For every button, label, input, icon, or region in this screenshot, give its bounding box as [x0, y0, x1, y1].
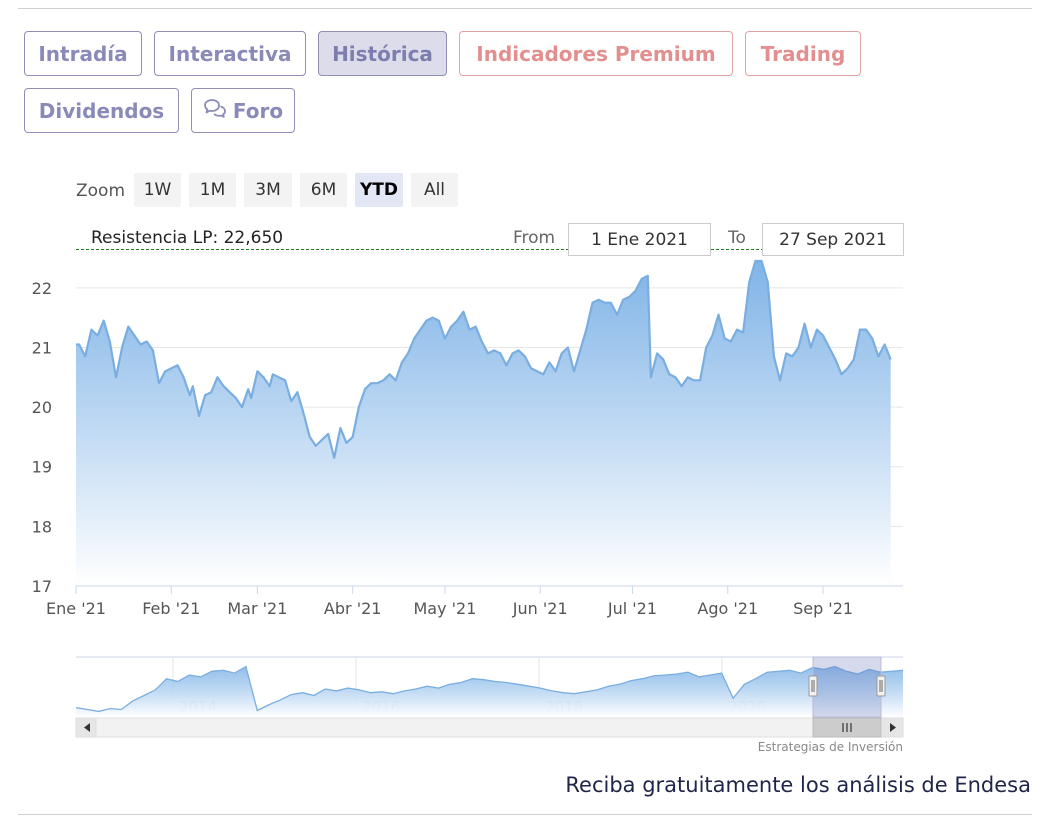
zoom-6m-button[interactable]: 6M — [300, 173, 347, 207]
x-tick-label: Ene '21 — [46, 599, 106, 618]
zoom-all-button[interactable]: All — [411, 173, 458, 207]
tab-trading[interactable]: Trading — [745, 31, 861, 76]
tab-dividendos[interactable]: Dividendos — [24, 88, 179, 133]
zoom-1w-button[interactable]: 1W — [134, 173, 181, 207]
navigator-area — [76, 666, 903, 717]
bottom-divider — [18, 814, 1032, 815]
tab-indicadores-premium[interactable]: Indicadores Premium — [459, 31, 733, 76]
zoom-ytd-button[interactable]: YTD — [355, 173, 403, 207]
chat-bubbles-icon — [203, 97, 227, 124]
range-from-label: From — [513, 228, 556, 248]
navigator-handle — [876, 675, 886, 697]
y-tick-label: 18 — [32, 517, 52, 536]
tab-label: Trading — [760, 41, 846, 66]
tab-interactiva[interactable]: Interactiva — [154, 31, 306, 76]
x-tick-label: Feb '21 — [142, 599, 200, 618]
resistance-label: Resistencia LP: 22,650 — [91, 228, 284, 248]
navigator[interactable]: 2014201620182020 — [75, 656, 904, 738]
resistance-line — [76, 249, 904, 251]
analysis-cta-text[interactable]: Reciba gratuitamente los análisis de End… — [565, 773, 1031, 797]
x-tick-label: Mar '21 — [227, 599, 287, 618]
zoom-3m-button[interactable]: 3M — [244, 173, 292, 207]
tab-foro[interactable]: Foro — [191, 88, 295, 133]
y-axis: 17 18 19 20 21 22 — [32, 279, 52, 596]
price-area-series — [76, 259, 892, 586]
price-area-fill — [76, 261, 891, 586]
tab-label: Intradía — [38, 41, 128, 66]
tab-label: Dividendos — [38, 98, 165, 123]
scroll-right-arrow-icon — [890, 723, 896, 732]
y-tick-label: 17 — [32, 577, 52, 596]
navigator-selection — [812, 656, 882, 718]
tab-historica[interactable]: Histórica — [318, 31, 447, 76]
range-from-input[interactable]: 1 Ene 2021 — [568, 223, 711, 256]
chart-credit[interactable]: Estrategias de Inversión — [757, 740, 903, 754]
range-to-input[interactable]: 27 Sep 2021 — [762, 223, 904, 256]
tab-label: Foro — [232, 98, 284, 123]
x-tick-label: Sep '21 — [793, 599, 853, 618]
navigator-handle — [808, 675, 818, 697]
y-tick-label: 21 — [32, 338, 52, 357]
tab-label: Interactiva — [168, 41, 292, 66]
zoom-label: Zoom — [76, 181, 126, 201]
top-divider — [18, 8, 1032, 9]
y-tick-label: 19 — [32, 458, 52, 477]
x-tick-label: Jun '21 — [512, 599, 568, 618]
zoom-1m-button[interactable]: 1M — [189, 173, 236, 207]
range-to-label: To — [728, 228, 746, 248]
scrollbar-track — [75, 717, 904, 738]
x-tick-label: Jul '21 — [607, 599, 657, 618]
x-tick-label: May '21 — [413, 599, 476, 618]
tab-intradia[interactable]: Intradía — [24, 31, 142, 76]
y-tick-label: 20 — [32, 398, 52, 417]
tab-label: Indicadores Premium — [476, 41, 716, 66]
x-tick-label: Abr '21 — [324, 599, 382, 618]
scroll-left-arrow-icon — [84, 723, 90, 732]
price-line — [76, 259, 892, 459]
x-axis: Ene '21 Feb '21 Mar '21 Abr '21 May '21 Jun '… — [46, 585, 903, 618]
y-tick-label: 22 — [32, 279, 52, 298]
navigator-line — [75, 665, 904, 713]
tab-label: Histórica — [332, 41, 433, 66]
x-tick-label: Ago '21 — [697, 599, 758, 618]
